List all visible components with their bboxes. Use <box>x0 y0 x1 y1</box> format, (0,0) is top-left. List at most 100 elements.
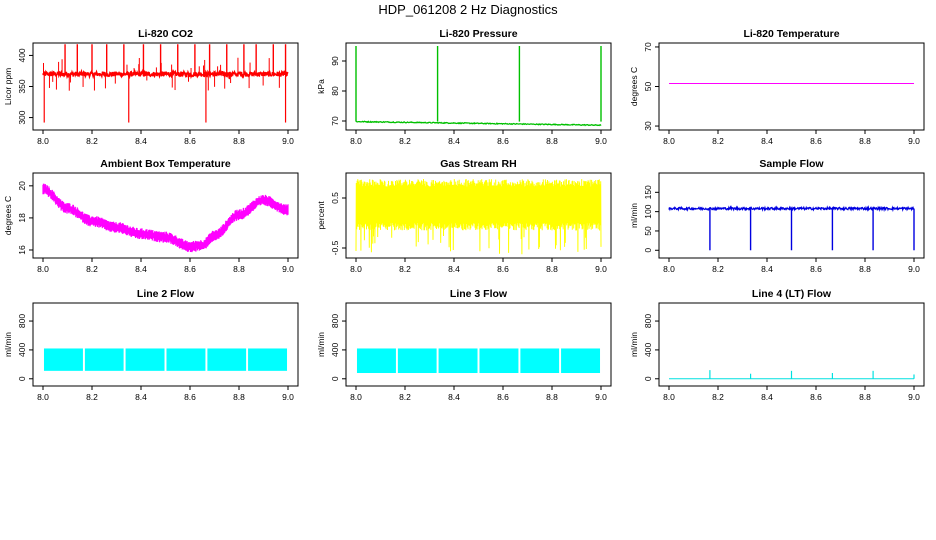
flow-band-segment <box>84 348 124 371</box>
y-tick-label: 70 <box>643 42 653 52</box>
panel-title: Li-820 CO2 <box>138 28 193 40</box>
x-tick-label: 8.6 <box>184 136 196 146</box>
y-tick-label: 0 <box>330 376 340 381</box>
panel-licor-temp: Li-820 Temperature degrees C 8.0 8.2 8.4 8.6 8… <box>629 28 925 146</box>
y-tick-label: 70 <box>330 116 340 126</box>
y-tick-label: 150 <box>643 185 653 199</box>
flow-band-segment <box>125 348 165 371</box>
x-tick-label: 8.2 <box>86 264 98 274</box>
panel-title: Ambient Box Temperature <box>100 158 231 170</box>
y-tick-label: 30 <box>643 121 653 131</box>
plot-frame <box>345 42 612 131</box>
y-tick-label: 90 <box>330 56 340 66</box>
x-tick-label: 8.2 <box>399 136 411 146</box>
panel-sample-flow: Sample Flow ml/min 8.0 8.2 8.4 8.6 8.8 9.0 0 50 10… <box>629 158 925 274</box>
y-tick-label: 400 <box>330 343 340 357</box>
y-tick-label: 16 <box>17 245 27 255</box>
x-tick-label: 8.0 <box>350 264 362 274</box>
y-axis-label: ml/min <box>629 332 639 357</box>
panel-box-temp: Ambient Box Temperature degrees C 8.0 8.2 8.… <box>3 158 299 274</box>
x-tick-label: 8.4 <box>761 264 773 274</box>
x-tick-label: 8.4 <box>448 136 460 146</box>
y-tick-label: -0.5 <box>330 240 340 255</box>
x-tick-label: 8.0 <box>350 392 362 402</box>
y-tick-label: 400 <box>17 48 27 62</box>
x-tick-label: 8.2 <box>86 392 98 402</box>
x-tick-label: 8.6 <box>810 264 822 274</box>
x-tick-label: 8.8 <box>859 264 871 274</box>
x-tick-label: 8.0 <box>350 136 362 146</box>
x-tick-label: 9.0 <box>595 264 607 274</box>
panel-title: Li-820 Pressure <box>439 28 517 40</box>
x-tick-label: 8.2 <box>712 136 724 146</box>
plot-frame <box>32 172 299 259</box>
x-tick-label: 8.6 <box>497 264 509 274</box>
series-co2 <box>42 44 289 123</box>
plot-frame <box>32 302 299 387</box>
plot-frame <box>345 302 612 387</box>
flow-band-segment <box>166 348 206 371</box>
series-line <box>355 120 602 127</box>
flow-band-segment <box>520 348 560 374</box>
x-tick-label: 8.8 <box>233 136 245 146</box>
x-tick-label: 8.0 <box>37 392 49 402</box>
plot-frame <box>658 42 925 131</box>
x-tick-label: 8.6 <box>497 392 509 402</box>
y-tick-label: 0 <box>643 376 653 381</box>
y-tick-label: 800 <box>17 314 27 328</box>
x-tick-label: 8.4 <box>135 136 147 146</box>
panel-title: Li-820 Temperature <box>743 28 839 40</box>
x-tick-label: 8.4 <box>448 264 460 274</box>
y-tick-label: 400 <box>643 343 653 357</box>
series-sample-flow <box>668 205 915 251</box>
plot-frame <box>658 172 925 259</box>
series-pressure <box>355 46 602 127</box>
series-band <box>42 183 289 253</box>
x-tick-label: 8.4 <box>761 392 773 402</box>
flow-band-segment <box>438 348 478 374</box>
x-tick-label: 8.2 <box>399 392 411 402</box>
x-tick-label: 8.0 <box>663 136 675 146</box>
panel-line3-flow: Line 3 Flow ml/min 8.0 8.2 8.4 8.6 8.8 9.0 0 400 8… <box>316 288 612 402</box>
series-line3-flow <box>356 348 601 374</box>
x-tick-label: 8.8 <box>546 136 558 146</box>
y-tick-label: 350 <box>17 79 27 93</box>
x-tick-label: 8.4 <box>135 392 147 402</box>
y-tick-label: 800 <box>330 314 340 328</box>
y-axis-label: ml/min <box>316 332 326 357</box>
y-tick-label: 50 <box>643 82 653 92</box>
flow-band-segment <box>248 348 288 371</box>
flow-band-segment <box>479 348 519 374</box>
panel-line2-flow: Line 2 Flow ml/min 8.0 8.2 8.4 8.6 8.8 9.0 0 400 8… <box>3 288 299 402</box>
x-tick-label: 8.8 <box>859 392 871 402</box>
x-tick-label: 8.6 <box>184 264 196 274</box>
panel-rh: Gas Stream RH percent 8.0 8.2 8.4 8.6 8.8 9.0 -0… <box>316 158 612 274</box>
x-tick-label: 8.0 <box>663 392 675 402</box>
plot-frame <box>32 42 299 131</box>
y-tick-label: 100 <box>643 204 653 218</box>
flow-band-segment <box>207 348 247 371</box>
x-tick-label: 9.0 <box>908 264 920 274</box>
x-tick-label: 8.2 <box>399 264 411 274</box>
plot-frame <box>658 302 925 387</box>
panel-title: Line 2 Flow <box>137 288 195 300</box>
x-tick-label: 8.2 <box>712 392 724 402</box>
y-tick-label: 50 <box>643 226 653 236</box>
y-tick-label: 0 <box>643 248 653 253</box>
x-tick-label: 8.0 <box>37 136 49 146</box>
y-axis-label: ml/min <box>629 203 639 228</box>
series-line2-flow <box>43 348 288 371</box>
x-tick-label: 8.4 <box>761 136 773 146</box>
y-tick-label: 0 <box>17 376 27 381</box>
figure-title: HDP_061208 2 Hz Diagnostics <box>378 2 558 17</box>
x-tick-label: 9.0 <box>908 136 920 146</box>
x-tick-label: 8.6 <box>810 136 822 146</box>
y-axis-label: percent <box>316 201 326 230</box>
x-tick-label: 8.6 <box>810 392 822 402</box>
series-line <box>668 205 915 213</box>
panel-co2: Li-820 CO2 Licor ppm 8.0 8.2 8.4 8.6 8.8 9.0 300… <box>3 28 299 146</box>
panel-title: Line 4 (LT) Flow <box>752 288 832 300</box>
x-tick-label: 8.6 <box>497 136 509 146</box>
y-tick-label: 300 <box>17 110 27 124</box>
